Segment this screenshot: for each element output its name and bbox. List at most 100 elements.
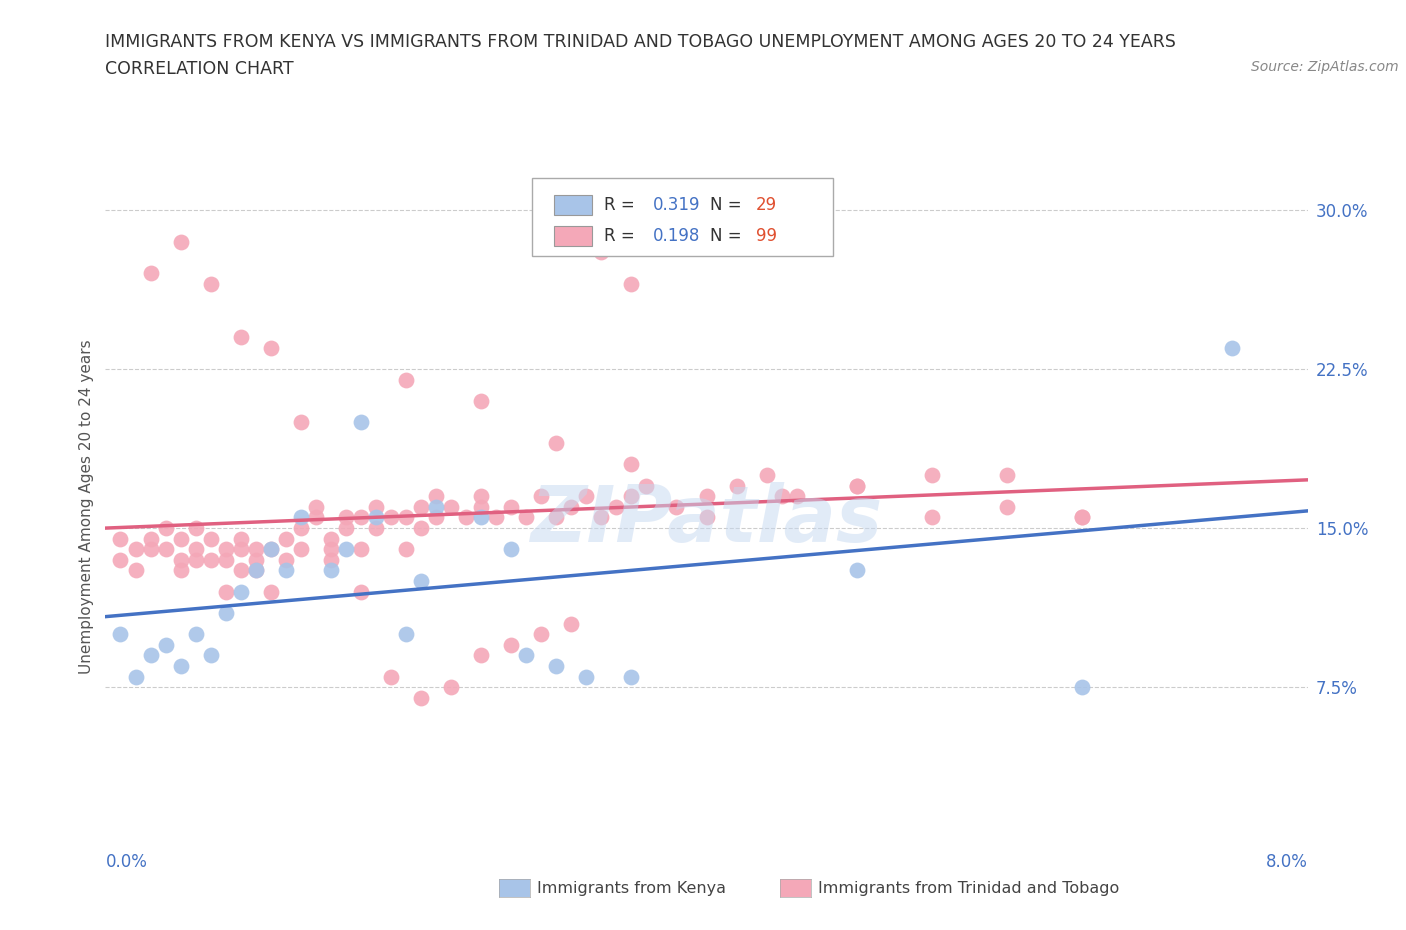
Point	[350, 415, 373, 430]
Point	[335, 542, 357, 557]
Text: 8.0%: 8.0%	[1265, 853, 1308, 870]
Point	[770, 489, 793, 504]
Point	[305, 499, 328, 514]
Point	[409, 690, 432, 705]
Text: N =: N =	[710, 227, 747, 245]
Text: ZIPatlas: ZIPatlas	[530, 483, 883, 558]
Point	[229, 330, 252, 345]
Point	[470, 489, 492, 504]
Point	[169, 531, 191, 546]
Point	[501, 542, 523, 557]
Point	[290, 415, 312, 430]
Point	[184, 627, 207, 642]
Point	[560, 616, 582, 631]
Point	[546, 658, 568, 673]
Point	[245, 552, 267, 567]
Point	[515, 648, 537, 663]
Point	[515, 510, 537, 525]
Point	[425, 510, 447, 525]
Point	[214, 542, 236, 557]
Text: N =: N =	[710, 195, 747, 214]
Point	[229, 542, 252, 557]
Point	[546, 510, 568, 525]
Point	[665, 499, 688, 514]
Point	[214, 605, 236, 620]
Point	[501, 499, 523, 514]
Point	[845, 478, 868, 493]
Text: Immigrants from Trinidad and Tobago: Immigrants from Trinidad and Tobago	[818, 881, 1119, 896]
Point	[245, 542, 267, 557]
Text: 99: 99	[756, 227, 776, 245]
Point	[260, 340, 283, 355]
FancyBboxPatch shape	[554, 226, 592, 246]
Point	[575, 489, 598, 504]
Point	[409, 521, 432, 536]
Text: Source: ZipAtlas.com: Source: ZipAtlas.com	[1251, 60, 1399, 74]
Point	[260, 542, 283, 557]
Text: R =: R =	[605, 227, 640, 245]
Point	[319, 531, 342, 546]
Point	[139, 542, 162, 557]
Point	[380, 670, 402, 684]
Point	[409, 499, 432, 514]
Point	[530, 627, 553, 642]
Point	[395, 372, 418, 387]
Point	[200, 276, 222, 291]
Point	[1071, 680, 1094, 695]
Point	[169, 552, 191, 567]
Point	[440, 499, 463, 514]
Point	[319, 542, 342, 557]
Point	[169, 234, 191, 249]
Point	[530, 489, 553, 504]
Point	[245, 563, 267, 578]
Point	[395, 542, 418, 557]
Point	[200, 531, 222, 546]
Point	[184, 521, 207, 536]
Point	[485, 510, 508, 525]
Y-axis label: Unemployment Among Ages 20 to 24 years: Unemployment Among Ages 20 to 24 years	[79, 339, 94, 674]
Point	[169, 563, 191, 578]
Point	[560, 499, 582, 514]
Point	[124, 563, 146, 578]
Point	[409, 574, 432, 589]
Point	[155, 637, 177, 652]
Point	[921, 510, 943, 525]
FancyBboxPatch shape	[533, 178, 832, 256]
Point	[696, 510, 718, 525]
Point	[546, 436, 568, 451]
Point	[620, 457, 643, 472]
Point	[200, 648, 222, 663]
Point	[470, 510, 492, 525]
Point	[395, 627, 418, 642]
Point	[1222, 340, 1244, 355]
Point	[290, 521, 312, 536]
Point	[184, 552, 207, 567]
Point	[591, 245, 613, 259]
Text: 0.319: 0.319	[652, 195, 700, 214]
FancyBboxPatch shape	[554, 194, 592, 215]
Point	[364, 510, 387, 525]
Point	[350, 542, 373, 557]
Point	[575, 670, 598, 684]
Point	[139, 648, 162, 663]
Point	[620, 670, 643, 684]
Point	[229, 584, 252, 599]
Point	[1071, 510, 1094, 525]
Point	[124, 670, 146, 684]
Point	[620, 276, 643, 291]
Point	[200, 552, 222, 567]
Point	[605, 499, 627, 514]
Point	[364, 499, 387, 514]
Point	[155, 521, 177, 536]
Point	[110, 627, 132, 642]
Point	[335, 521, 357, 536]
Point	[755, 468, 778, 483]
Point	[501, 637, 523, 652]
Point	[995, 468, 1018, 483]
Point	[696, 489, 718, 504]
Point	[995, 499, 1018, 514]
Point	[290, 510, 312, 525]
Point	[470, 393, 492, 408]
Text: CORRELATION CHART: CORRELATION CHART	[105, 60, 294, 78]
Point	[229, 531, 252, 546]
